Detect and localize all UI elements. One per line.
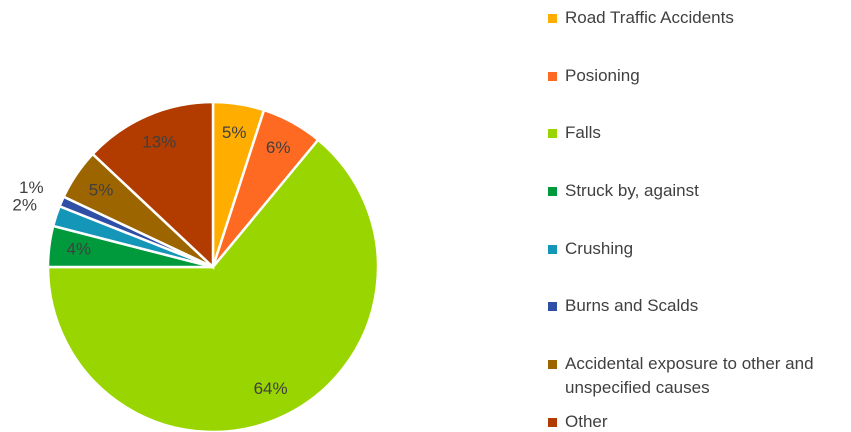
legend-item: Posioning [548, 64, 838, 88]
legend-label: Road Traffic Accidents [565, 8, 734, 27]
legend-label: Crushing [565, 239, 634, 258]
legend-label: Accidental exposure to other and unspeci… [565, 354, 814, 397]
data-label: 1% [19, 178, 44, 197]
legend-label: Burns and Scalds [565, 296, 699, 315]
legend-swatch [548, 418, 557, 427]
pie-area: 5% 6% 64% 4% 2%1% 5% 13% [12, 100, 380, 432]
legend-label: Posioning [565, 66, 640, 85]
legend-item: Struck by, against [548, 179, 838, 203]
legend-swatch [548, 360, 557, 369]
legend-swatch [548, 129, 557, 138]
legend-item: Burns and Scalds [548, 294, 838, 318]
legend-label: Falls [565, 123, 601, 142]
data-label: 13% [142, 132, 176, 151]
data-label: 6% [266, 138, 291, 157]
pie-slice [46, 138, 380, 432]
data-label: 5% [222, 123, 247, 142]
legend-swatch [548, 187, 557, 196]
legend-label: Struck by, against [565, 181, 699, 200]
legend-label: Other [565, 412, 608, 431]
data-label: 64% [254, 379, 288, 398]
legend-item: Other [548, 410, 838, 432]
data-label: 4% [66, 240, 91, 259]
legend-item: Crushing [548, 237, 838, 261]
legend-item: Falls [548, 121, 838, 145]
data-label: 2% [12, 195, 37, 214]
legend-swatch [548, 72, 557, 81]
legend-swatch [548, 245, 557, 254]
legend-swatch [548, 302, 557, 311]
legend-item: Road Traffic Accidents [548, 6, 838, 30]
data-label: 5% [89, 180, 114, 199]
pie-slice [90, 100, 215, 270]
legend-swatch [548, 14, 557, 23]
legend-item: Accidental exposure to other and unspeci… [548, 352, 838, 400]
